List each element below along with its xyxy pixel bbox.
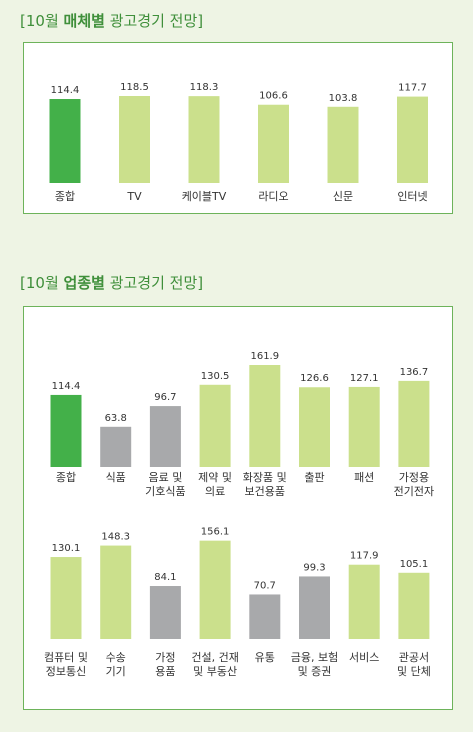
media-category-label: 라디오	[258, 190, 288, 203]
industry-category-label: 유통	[255, 651, 275, 664]
media-chart-panel: 114.4 종합 118.5 TV 118.3 케이블TV 106.6 라디오 103.8 신문 1…	[23, 42, 453, 214]
industry-category-label: 음료 및	[148, 471, 182, 484]
industry-value-label: 96.7	[154, 392, 176, 403]
industry-chart-panel: 114.4 종합 63.8 식품 96.7 음료 및 기호식품 130.5 제약 및 의료 161.…	[23, 306, 453, 710]
media-category-label: TV	[126, 190, 142, 203]
industry-bar	[50, 394, 82, 467]
media-value-label: 114.4	[51, 85, 80, 96]
industry-value-label: 130.1	[52, 543, 81, 554]
industry-category-label: 화장품 및	[243, 471, 287, 484]
media-value-label: 118.3	[190, 82, 219, 93]
industry-category-label: 패션	[354, 471, 374, 484]
industry-bar	[348, 564, 380, 639]
industry-bar	[100, 426, 132, 467]
industry-value-label: 161.9	[250, 351, 279, 362]
media-value-label: 103.8	[329, 93, 358, 104]
industry-category-label: 건설, 건재	[191, 651, 238, 664]
media-bar	[327, 106, 359, 183]
industry-value-label: 156.1	[201, 527, 230, 538]
industry-value-label: 148.3	[101, 532, 130, 543]
industry-value-label: 126.6	[300, 373, 329, 384]
industry-category-label: 컴퓨터 및	[44, 651, 88, 664]
media-value-label: 118.5	[120, 82, 149, 93]
industry-bar	[100, 545, 132, 639]
industry-category-label: 관공서	[399, 651, 429, 664]
industry-value-label: 114.4	[52, 381, 81, 392]
media-category-label: 케이블TV	[182, 190, 227, 203]
industry-bar	[249, 594, 281, 639]
industry-bar	[149, 406, 181, 467]
industry-value-label: 117.9	[350, 551, 379, 562]
media-category-label: 신문	[333, 190, 353, 203]
media-bar	[397, 96, 428, 183]
industry-bar	[299, 576, 330, 639]
industry-category-label: 전기전자	[394, 485, 434, 498]
industry-value-label: 105.1	[400, 559, 429, 570]
industry-category-label: 가정용	[399, 471, 429, 484]
industry-bar	[398, 572, 430, 639]
industry-category-label: 보건용품	[245, 485, 285, 498]
industry-value-label: 70.7	[254, 580, 276, 591]
media-chart: 114.4 종합 118.5 TV 118.3 케이블TV 106.6 라디오 103.8 신문 1…	[49, 82, 428, 203]
industry-category-label: 용품	[155, 665, 175, 678]
media-category-label: 종합	[55, 190, 75, 203]
industry-category-label: 기호식품	[145, 485, 185, 498]
industry-value-label: 127.1	[350, 373, 379, 384]
industry-category-label: 수송	[106, 651, 126, 664]
industry-category-label: 식품	[106, 471, 126, 484]
media-value-label: 106.6	[259, 91, 288, 102]
media-bar	[119, 96, 150, 183]
industry-value-label: 130.5	[201, 371, 230, 382]
industry-bar	[149, 586, 181, 639]
industry-value-label: 63.8	[105, 413, 127, 424]
industry-value-label: 136.7	[400, 367, 429, 378]
media-bar	[258, 104, 289, 183]
industry-category-label: 서비스	[349, 651, 379, 664]
media-value-label: 117.7	[398, 83, 427, 94]
industry-category-label: 종합	[56, 471, 76, 484]
industry-category-label: 및 부동산	[193, 665, 237, 678]
industry-bar	[348, 386, 380, 467]
industry-category-label: 출판	[304, 471, 324, 484]
industry-bar	[50, 557, 82, 639]
industry-category-label: 정보통신	[46, 665, 86, 678]
media-bar	[49, 99, 81, 183]
media-chart-title: [10월 매체별 광고경기 전망]	[20, 12, 204, 30]
industry-bar	[299, 387, 330, 467]
industry-category-label: 가정	[155, 651, 175, 664]
industry-category-label: 제약 및	[198, 470, 232, 484]
industry-chart-title: [10월 업종별 광고경기 전망]	[20, 274, 204, 292]
industry-category-label: 및 단체	[397, 665, 431, 678]
industry-bar	[249, 365, 281, 467]
industry-category-label: 의료	[205, 485, 225, 498]
industry-bar	[199, 540, 231, 639]
industry-bar	[398, 380, 430, 467]
industry-category-label: 기기	[106, 665, 126, 678]
industry-category-label: 및 증권	[298, 665, 332, 678]
industry-category-label: 금융, 보험	[291, 651, 338, 664]
industry-bar	[199, 384, 231, 467]
media-category-label: 인터넷	[397, 190, 427, 203]
media-bar	[188, 96, 220, 183]
industry-value-label: 84.1	[154, 572, 176, 583]
industry-value-label: 99.3	[303, 562, 325, 573]
